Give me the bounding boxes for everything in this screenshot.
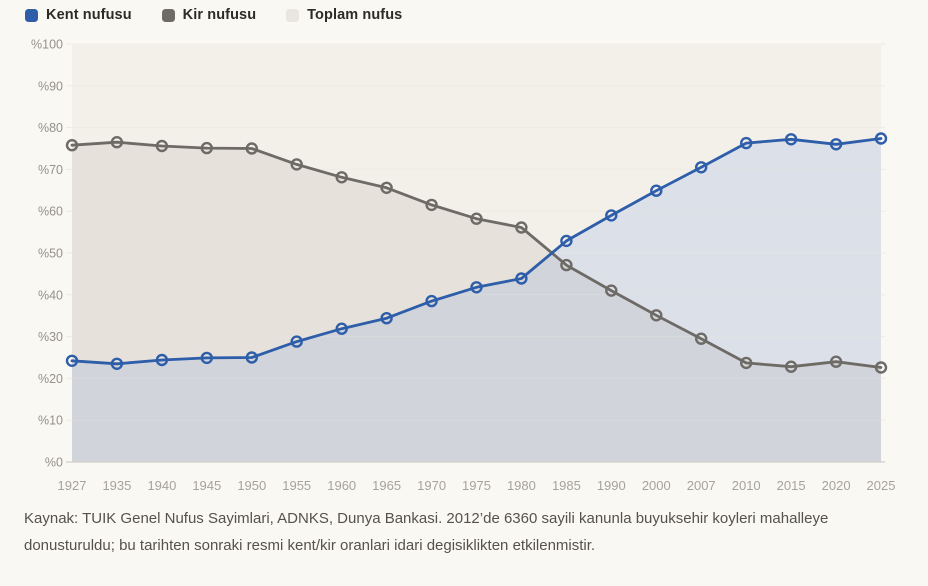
series-markers-kent-nufusu xyxy=(65,132,888,370)
series-markers-kir-nufusu xyxy=(65,135,888,374)
data-point-marker[interactable] xyxy=(200,141,214,155)
chart-legend: Kent nufusu Kir nufusu Toplam nufus xyxy=(25,7,402,23)
area-fill-kent-nufusu xyxy=(72,138,881,462)
legend-item-kent-nufusu[interactable]: Kent nufusu xyxy=(25,7,132,23)
x-tick-label: 1940 xyxy=(147,478,176,493)
data-point-marker[interactable] xyxy=(874,132,888,145)
data-point-marker[interactable] xyxy=(380,181,393,195)
x-axis-tick-labels: 1927 1935 1940 1945 1950 1955 1960 1965 1970 1975… xyxy=(58,478,896,493)
data-point-marker[interactable] xyxy=(65,138,79,152)
x-tick-label: 1980 xyxy=(507,478,536,493)
data-point-marker[interactable] xyxy=(335,171,348,184)
data-point-marker[interactable] xyxy=(155,353,169,367)
x-tick-label: 1975 xyxy=(462,478,491,493)
area-fill-toplam-nufus xyxy=(72,44,881,462)
data-point-marker[interactable] xyxy=(650,309,663,322)
data-point-marker[interactable] xyxy=(470,281,483,294)
source-caption: Kaynak: TUIK Genel Nufus Sayimlari, ADNK… xyxy=(24,510,829,554)
data-point-marker[interactable] xyxy=(560,234,573,248)
x-tick-label: 2025 xyxy=(867,478,896,493)
y-tick-label: %90 xyxy=(38,79,63,93)
gridlines-overlay xyxy=(72,43,881,421)
x-tick-label: 2015 xyxy=(777,478,806,493)
x-tick-label: 2020 xyxy=(822,478,851,493)
data-point-marker[interactable] xyxy=(245,351,259,364)
data-point-marker[interactable] xyxy=(470,212,483,225)
x-tick-label: 2000 xyxy=(642,478,671,493)
data-point-marker[interactable] xyxy=(380,312,393,325)
y-tick-label: %0 xyxy=(45,456,63,470)
data-point-marker[interactable] xyxy=(110,135,124,149)
data-point-marker[interactable] xyxy=(110,357,124,370)
legend-swatch-kir-icon xyxy=(161,8,175,22)
data-point-marker[interactable] xyxy=(829,355,843,368)
x-tick-label: 1935 xyxy=(102,478,131,493)
data-point-marker[interactable] xyxy=(784,133,798,146)
data-point-marker[interactable] xyxy=(335,322,348,335)
data-point-marker[interactable] xyxy=(829,138,843,151)
data-point-marker[interactable] xyxy=(290,335,303,348)
legend-swatch-kent-icon xyxy=(25,8,38,22)
y-axis-tick-labels: %0 %10 %20 %30 %40 %50 %60 %70 %80 %90 %100 xyxy=(31,38,63,470)
data-point-marker[interactable] xyxy=(784,360,798,373)
y-tick-label: %50 xyxy=(38,247,63,261)
x-tick-label: 1927 xyxy=(58,478,87,493)
legend-swatch-toplam-icon xyxy=(286,8,300,22)
x-tick-label: 1985 xyxy=(552,478,581,493)
series-line-kent-nufusu xyxy=(70,137,883,366)
y-tick-label: %30 xyxy=(38,330,63,344)
y-tick-label: %20 xyxy=(38,372,63,386)
legend-item-kir-nufusu[interactable]: Kir nufusu xyxy=(161,7,257,23)
y-tick-label: %80 xyxy=(38,121,63,135)
x-tick-label: 1970 xyxy=(417,478,446,493)
x-tick-label: 1950 xyxy=(237,478,266,493)
legend-label-kent: Kent nufusu xyxy=(46,7,132,23)
data-point-marker[interactable] xyxy=(695,332,708,345)
x-tick-label: 1960 xyxy=(327,478,356,493)
data-point-marker[interactable] xyxy=(874,361,888,374)
y-tick-label: %100 xyxy=(31,38,63,52)
x-tick-label: 1965 xyxy=(372,478,401,493)
y-tick-label: %10 xyxy=(38,414,63,428)
data-point-marker[interactable] xyxy=(155,139,169,153)
x-tick-label: 2007 xyxy=(687,478,716,493)
data-point-marker[interactable] xyxy=(425,294,438,308)
data-point-marker[interactable] xyxy=(65,354,79,367)
data-point-marker[interactable] xyxy=(425,198,438,212)
area-fills xyxy=(72,44,881,462)
y-tick-label: %70 xyxy=(38,163,63,177)
data-point-marker[interactable] xyxy=(200,351,214,365)
data-point-marker[interactable] xyxy=(290,158,303,171)
data-point-marker[interactable] xyxy=(560,258,573,272)
legend-item-toplam-nufus[interactable]: Toplam nufus xyxy=(286,7,402,23)
data-point-marker[interactable] xyxy=(515,272,528,285)
data-point-marker[interactable] xyxy=(245,142,259,155)
data-point-marker[interactable] xyxy=(605,284,618,297)
y-tick-label: %40 xyxy=(38,288,63,302)
data-point-marker[interactable] xyxy=(650,184,663,197)
x-tick-label: 2010 xyxy=(732,478,761,493)
data-point-marker[interactable] xyxy=(740,356,753,370)
x-tick-label: 1990 xyxy=(597,478,626,493)
data-point-marker[interactable] xyxy=(605,209,618,222)
series-line-kir-nufusu xyxy=(70,140,883,369)
legend-label-kir: Kir nufusu xyxy=(182,7,257,23)
data-point-marker[interactable] xyxy=(515,221,528,234)
data-point-marker[interactable] xyxy=(695,161,708,174)
x-tick-label: 1945 xyxy=(192,478,221,493)
x-tick-label: 1955 xyxy=(282,478,311,493)
data-point-marker[interactable] xyxy=(740,136,753,150)
gridlines xyxy=(66,43,885,463)
area-fill-kir-nufusu xyxy=(72,142,881,462)
y-tick-label: %60 xyxy=(38,205,63,219)
legend-label-toplam: Toplam nufus xyxy=(307,7,403,23)
